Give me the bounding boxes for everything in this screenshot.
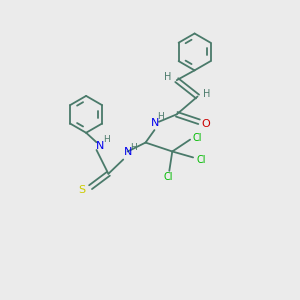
Text: H: H [203,88,210,98]
Text: Cl: Cl [164,172,173,182]
Text: N: N [151,118,160,128]
Text: H: H [157,112,164,121]
Text: Cl: Cl [196,154,206,164]
Text: O: O [202,119,210,129]
Text: S: S [79,185,86,195]
Text: H: H [103,135,110,144]
Text: H: H [164,72,172,82]
Text: Cl: Cl [192,133,202,142]
Text: H: H [130,142,137,152]
Text: N: N [124,147,132,158]
Text: N: N [96,140,104,151]
